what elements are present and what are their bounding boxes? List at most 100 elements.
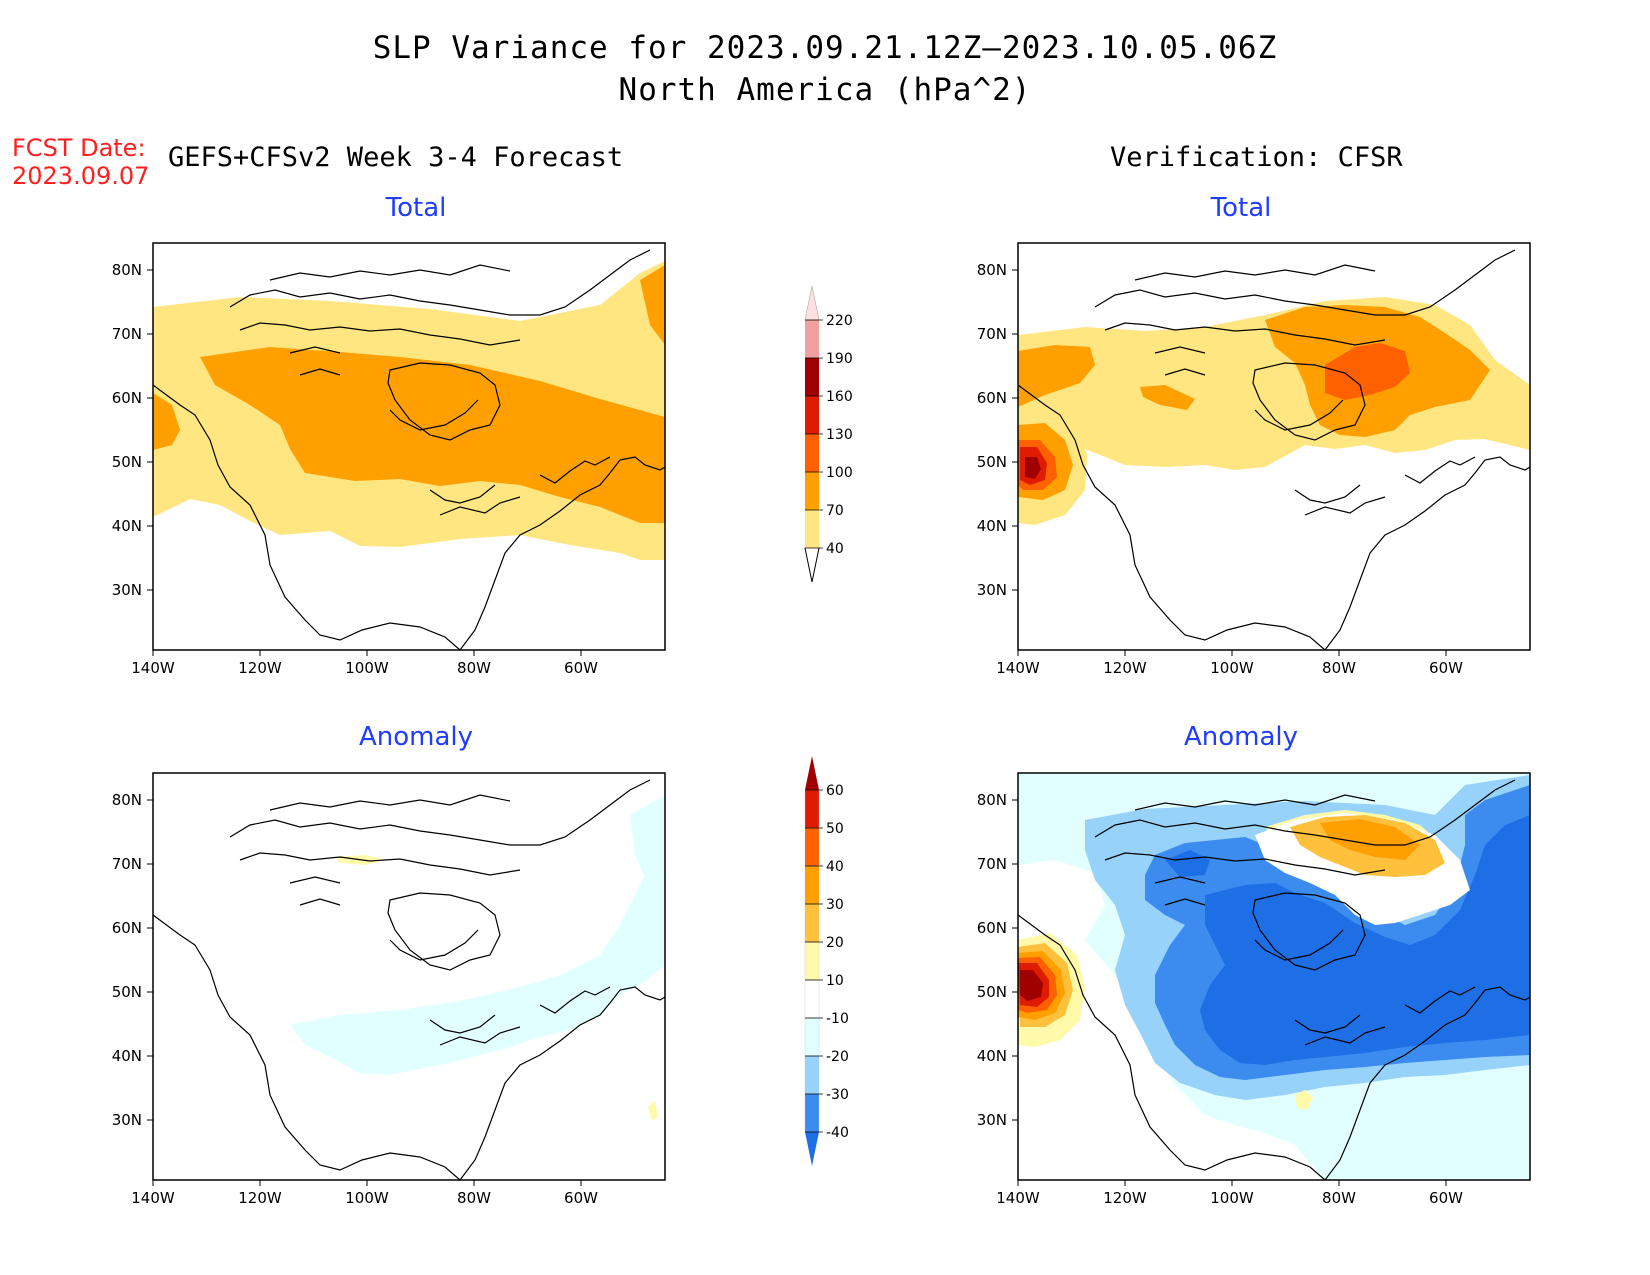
anomaly-colorbar-label: -40 [826, 1125, 849, 1141]
anomaly-colorbar-segment [804, 789, 820, 829]
fcst-total-lat-axis: 80N 70N 60N 50N 40N 30N [112, 261, 153, 599]
lat-tick-label: 30N [112, 1111, 142, 1129]
lat-tick-label: 60N [977, 389, 1007, 407]
anomaly-colorbar-segment [804, 827, 820, 867]
lon-tick-label: 100W [1210, 659, 1254, 675]
total-colorbar-segment [805, 434, 819, 472]
lon-tick-label: 80W [457, 1189, 491, 1205]
ver-anomaly-neg40-band [1200, 815, 1530, 1065]
ver-total-lat-axis: 80N 70N 60N 50N 40N 30N [977, 261, 1018, 599]
fcst-anomaly-neg10-ne [630, 795, 665, 895]
lat-tick-label: 70N [112, 325, 142, 343]
lat-tick-label: 60N [112, 919, 142, 937]
anomaly-colorbar-label: 30 [826, 897, 844, 913]
lat-tick-label: 40N [977, 1047, 1007, 1065]
sub-title: North America (hPa^2) [618, 72, 1032, 108]
lat-tick-label: 40N [977, 517, 1007, 535]
anomaly-colorbar-label: -20 [826, 1049, 849, 1065]
lon-tick-label: 100W [1210, 1189, 1254, 1205]
anomaly-colorbar-segment [804, 1017, 820, 1057]
lat-tick-label: 70N [112, 855, 142, 873]
lon-tick-label: 140W [996, 659, 1040, 675]
total-colorbar-label: 70 [826, 503, 844, 519]
lat-tick-label: 80N [977, 791, 1007, 809]
lon-tick-label: 120W [238, 659, 282, 675]
total-colorbar-segment [805, 510, 819, 548]
lat-tick-label: 30N [977, 1111, 1007, 1129]
anomaly-colorbar-label: 60 [826, 783, 844, 799]
anomaly-colorbar-label: 10 [826, 973, 844, 989]
lon-tick-label: 80W [1322, 1189, 1356, 1205]
fcst-anomaly-title: Anomaly [358, 722, 474, 752]
total-colorbar-segment [805, 358, 819, 396]
total-colorbar-label: 40 [826, 541, 844, 557]
ver-anomaly-pos60-pacific [1020, 970, 1043, 1001]
ver-anomaly-white-west [1018, 860, 1325, 1180]
ver-total-160-pacific [1025, 457, 1041, 479]
ver-anomaly-lon-axis: 140W 120W 100W 80W 60W [996, 1180, 1463, 1205]
anomaly-colorbar-segment [804, 1055, 820, 1095]
anomaly-colorbar-segment [804, 941, 820, 981]
lon-tick-label: 140W [131, 659, 175, 675]
lat-tick-label: 50N [977, 983, 1007, 1001]
lat-tick-label: 50N [112, 983, 142, 1001]
main-title: SLP Variance for 2023.09.21.12Z—2023.10.… [372, 30, 1278, 66]
fcst-total-title: Total [385, 193, 447, 223]
lon-tick-label: 120W [1103, 659, 1147, 675]
anomaly-colorbar: -40 -30 -20 -10 10 20 30 40 50 60 [804, 756, 849, 1166]
total-colorbar-segment [805, 396, 819, 434]
lon-tick-label: 80W [457, 659, 491, 675]
lat-tick-label: 40N [112, 517, 142, 535]
total-colorbar-label: 220 [826, 313, 853, 329]
verification-label: Verification: CFSR [1110, 142, 1403, 173]
fcst-total-map: 80N 70N 60N 50N 40N 30N 140W 120W 100W 80W 60W [112, 242, 666, 675]
ver-anomaly-map: 80N 70N 60N 50N 40N 30N 140W 120W 100W 80W 60W [977, 772, 1531, 1205]
ver-anomaly-neg40-nw [1165, 850, 1210, 877]
forecast-model-label: GEFS+CFSv2 Week 3-4 Forecast [168, 142, 624, 173]
total-colorbar-label: 100 [826, 465, 853, 481]
lon-tick-label: 60W [564, 659, 598, 675]
lat-tick-label: 50N [112, 453, 142, 471]
ver-total-70-mid [1140, 385, 1195, 410]
ver-total-70-west [1018, 345, 1095, 407]
lat-tick-label: 80N [977, 261, 1007, 279]
anomaly-colorbar-label: 40 [826, 859, 844, 875]
lat-tick-label: 70N [977, 855, 1007, 873]
forecast-date-value: 2023.09.07 [12, 162, 150, 190]
lon-tick-label: 120W [238, 1189, 282, 1205]
anomaly-colorbar-segment [804, 903, 820, 943]
lat-tick-label: 80N [112, 791, 142, 809]
forecast-date-label: FCST Date: [12, 134, 146, 162]
anomaly-colorbar-label: 50 [826, 821, 844, 837]
lon-tick-label: 60W [564, 1189, 598, 1205]
lat-tick-label: 80N [112, 261, 142, 279]
ver-anomaly-pos30-north [1320, 819, 1420, 860]
ver-anomaly-title: Anomaly [1183, 722, 1299, 752]
ver-total-100-core [1325, 343, 1410, 400]
lat-tick-label: 40N [112, 1047, 142, 1065]
fcst-anomaly-neg10-band [290, 835, 665, 1075]
total-colorbar-label: 190 [826, 351, 853, 367]
fcst-anomaly-map: 80N 70N 60N 50N 40N 30N 140W 120W 100W 80W 60W [112, 772, 666, 1205]
fcst-total-70-west [153, 393, 180, 450]
total-colorbar-segment [805, 472, 819, 510]
fcst-anomaly-pos10-spot2 [648, 1101, 658, 1121]
anomaly-colorbar-label: -10 [826, 1011, 849, 1027]
anomaly-colorbar-segment [804, 1093, 820, 1133]
anomaly-colorbar-segment [804, 865, 820, 905]
lon-tick-label: 60W [1429, 659, 1463, 675]
lon-tick-label: 100W [345, 659, 389, 675]
lat-tick-label: 50N [977, 453, 1007, 471]
lon-tick-label: 80W [1322, 659, 1356, 675]
fcst-total-lon-axis: 140W 120W 100W 80W 60W [131, 650, 598, 675]
lat-tick-label: 70N [977, 325, 1007, 343]
lon-tick-label: 100W [345, 1189, 389, 1205]
anomaly-colorbar-segment [804, 979, 820, 1019]
ver-anomaly-pos10-se [1295, 1090, 1313, 1110]
total-colorbar-label: 130 [826, 427, 853, 443]
fcst-anomaly-lon-axis: 140W 120W 100W 80W 60W [131, 1180, 598, 1205]
fcst-total-70-ne [640, 265, 665, 345]
ver-total-title: Total [1210, 193, 1272, 223]
anomaly-colorbar-label: -30 [826, 1087, 849, 1103]
lon-tick-label: 140W [131, 1189, 175, 1205]
